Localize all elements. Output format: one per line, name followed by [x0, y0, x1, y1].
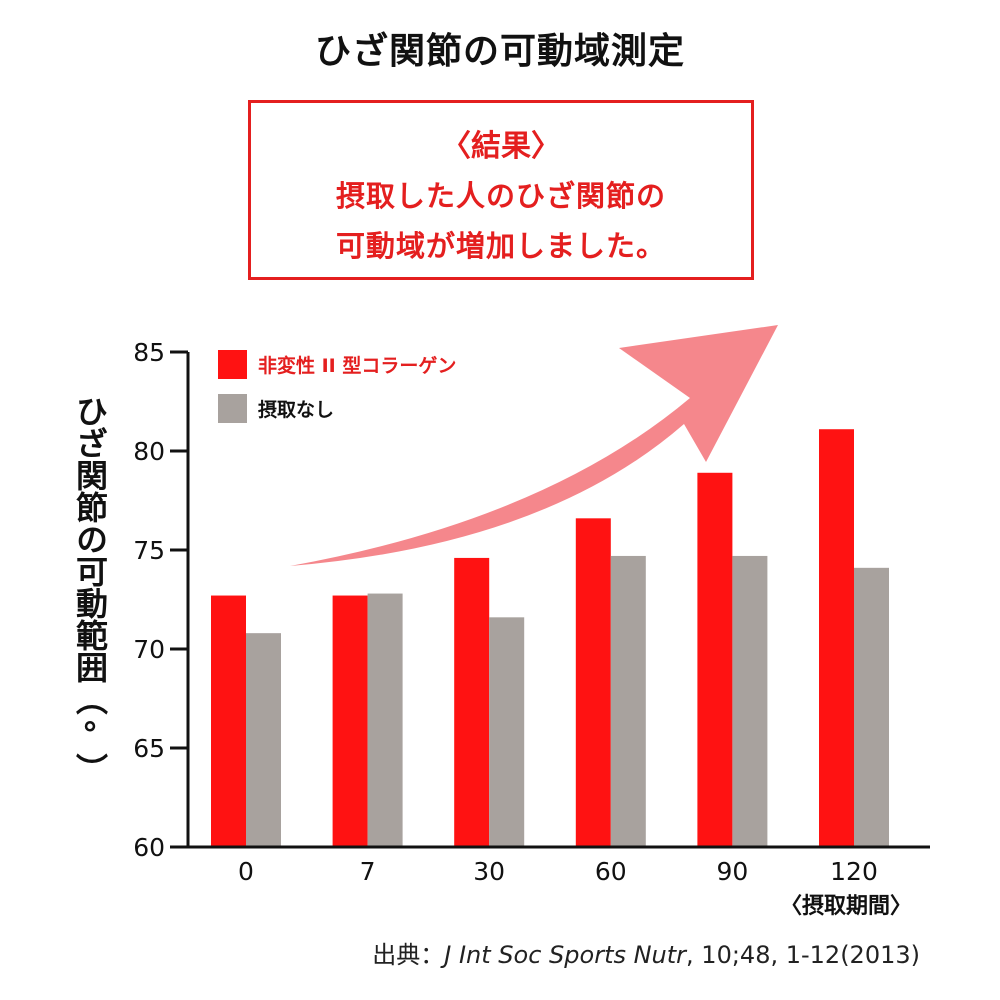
y-tick-label: 75: [133, 536, 165, 565]
x-tick-label: 120: [830, 857, 878, 886]
source-prefix: 出典：: [372, 941, 445, 969]
bar-collagen-7: [332, 595, 368, 847]
legend-swatch: [218, 350, 247, 379]
bar-collagen-90: [697, 472, 733, 847]
y-tick-label: 65: [133, 734, 165, 763]
x-tick-label: 90: [716, 857, 748, 886]
bar-control-60: [610, 555, 646, 847]
source-details: , 10;48, 1-12(2013): [686, 941, 920, 969]
bar-collagen-60: [575, 518, 611, 847]
result-heading: 〈結果〉: [441, 129, 561, 164]
y-axis-label: ひざ関節の可動範囲（°）: [71, 395, 109, 785]
chart-title: ひざ関節の可動域測定: [314, 31, 685, 72]
result-line-2: 可動域が増加しました。: [335, 229, 666, 263]
bar-control-90: [732, 555, 768, 847]
bar-control-30: [489, 617, 525, 847]
result-line-1: 摂取した人のひざ関節の: [335, 179, 666, 213]
source-journal: J Int Soc Sports Nutr: [444, 941, 687, 969]
y-tick-label: 70: [133, 635, 165, 664]
y-tick-label: 60: [133, 833, 165, 862]
bar-control-7: [367, 593, 403, 847]
bar-collagen-120: [819, 429, 854, 847]
legend-label: 摂取なし: [258, 398, 334, 421]
x-tick-label: 60: [595, 857, 627, 886]
bar-control-120: [854, 567, 889, 847]
bar-collagen-30: [454, 557, 490, 847]
result-box: 〈結果〉 摂取した人のひざ関節の 可動域が増加しました。: [248, 100, 754, 280]
x-tick-label: 0: [238, 857, 254, 886]
x-tick-label: 30: [473, 857, 505, 886]
x-tick-label: 7: [360, 857, 376, 886]
source-citation: 出典：J Int Soc Sports Nutr, 10;48, 1-12(20…: [372, 935, 920, 970]
legend-swatch: [218, 394, 247, 423]
y-tick-label: 85: [133, 338, 165, 367]
bar-control-0: [246, 633, 281, 847]
trend-arrow: [290, 325, 778, 566]
x-axis-label: 〈摂取期間〉: [780, 894, 913, 919]
y-tick-label: 80: [133, 437, 165, 466]
legend-label: 非変性 II 型コラーゲン: [258, 354, 456, 377]
bar-collagen-0: [211, 595, 246, 847]
